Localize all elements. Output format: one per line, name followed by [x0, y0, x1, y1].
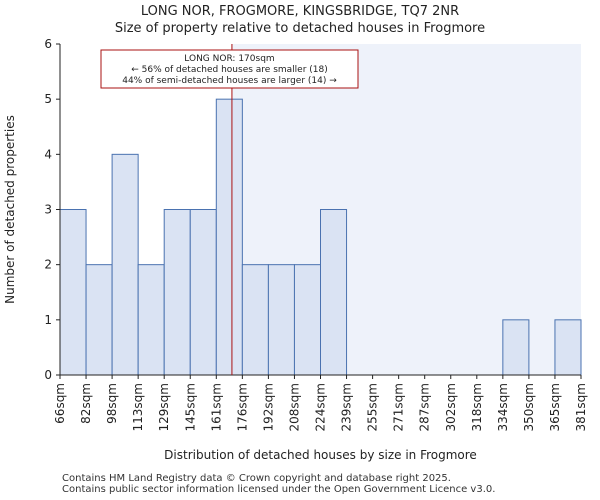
annotation-box — [100, 49, 359, 89]
bar-66sqm — [59, 209, 87, 376]
x-axis-label: Distribution of detached houses by size … — [164, 448, 477, 462]
bar-224sqm — [320, 209, 348, 376]
y-tick-label: 6 — [44, 37, 52, 51]
x-tick-label: 113sqm — [131, 383, 145, 431]
footer-licence: Contains public sector information licen… — [62, 484, 496, 495]
x-tick-label: 255sqm — [366, 383, 380, 431]
x-tick-label: 302sqm — [444, 383, 458, 431]
bar-365sqm — [554, 319, 582, 376]
bar-192sqm — [267, 264, 295, 376]
annotation-line-3: 44% of semi-detached houses are larger (… — [122, 76, 337, 86]
x-tick-label: 129sqm — [157, 383, 171, 431]
x-tick-label: 365sqm — [548, 383, 562, 431]
x-tick-label: 192sqm — [261, 383, 275, 431]
x-tick-label: 98sqm — [105, 383, 119, 424]
bar-113sqm — [137, 264, 165, 376]
chart-title: LONG NOR, FROGMORE, KINGSBRIDGE, TQ7 2NR — [140, 4, 460, 19]
x-tick-label: 334sqm — [496, 383, 510, 431]
annotation-line-1: LONG NOR: 170sqm — [184, 54, 274, 64]
x-tick-label: 287sqm — [418, 383, 432, 431]
y-tick-label: 1 — [44, 313, 52, 327]
x-tick-label: 161sqm — [209, 383, 223, 431]
bar-176sqm — [241, 264, 269, 376]
bar-129sqm — [163, 209, 191, 376]
y-tick-label: 0 — [44, 368, 52, 382]
x-tick-label: 381sqm — [574, 383, 588, 431]
bar-82sqm — [85, 264, 113, 376]
chart-subtitle: Size of property relative to detached ho… — [114, 21, 486, 36]
x-tick-label: 176sqm — [235, 383, 249, 431]
x-tick-label: 66sqm — [53, 383, 67, 424]
y-tick-label: 2 — [44, 258, 52, 272]
footer-copyright: Contains HM Land Registry data © Crown c… — [62, 473, 451, 484]
bar-334sqm — [502, 319, 530, 376]
bar-98sqm — [111, 153, 139, 376]
x-tick-label: 318sqm — [470, 383, 484, 431]
x-tick-label: 350sqm — [522, 383, 536, 431]
annotation-line-2: ← 56% of detached houses are smaller (18… — [131, 65, 328, 75]
bar-208sqm — [293, 264, 322, 376]
x-tick-label: 239sqm — [340, 383, 354, 431]
y-tick-label: 4 — [44, 147, 52, 161]
bar-145sqm — [189, 209, 217, 376]
x-tick-label: 82sqm — [79, 383, 93, 424]
y-tick-label: 3 — [44, 203, 52, 217]
bar-161sqm — [215, 98, 243, 376]
x-tick-label: 224sqm — [314, 383, 328, 431]
y-axis-label: Number of detached properties — [3, 115, 17, 304]
x-tick-label: 208sqm — [287, 383, 301, 431]
y-tick-label: 5 — [44, 92, 52, 106]
x-tick-label: 271sqm — [392, 383, 406, 431]
x-tick-label: 145sqm — [183, 383, 197, 431]
